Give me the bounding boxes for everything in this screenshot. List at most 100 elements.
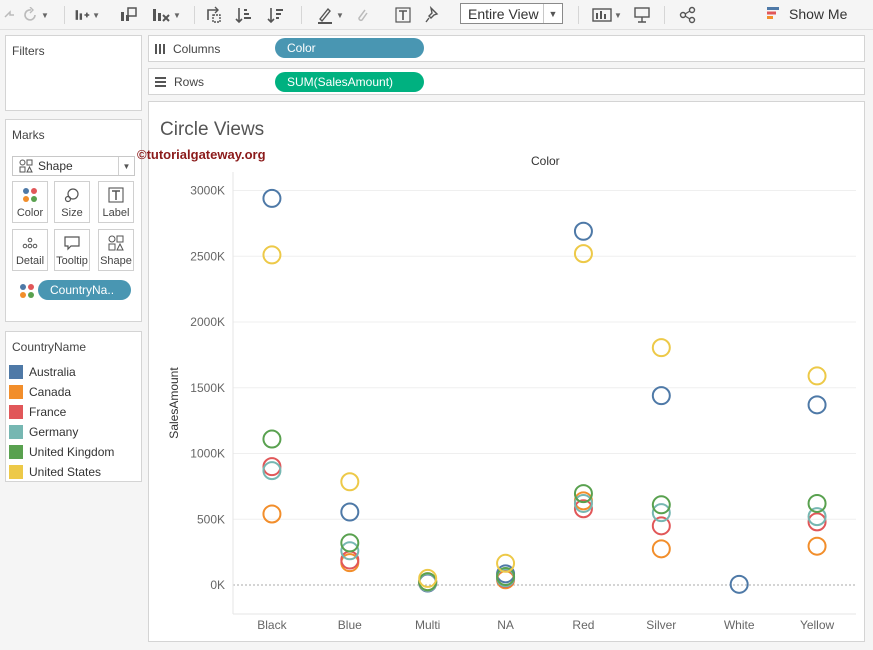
pin-icon[interactable] (423, 5, 443, 25)
size-button[interactable]: Size (54, 181, 90, 223)
size-button-label: Size (61, 207, 83, 219)
data-point (573, 493, 593, 513)
tooltip-button[interactable]: Tooltip (54, 229, 90, 271)
shape-button[interactable]: Shape (98, 229, 134, 271)
data-point (262, 188, 282, 208)
sort-descending-icon[interactable] (265, 5, 287, 25)
legend-item[interactable]: Australia (9, 364, 76, 380)
data-point (651, 516, 671, 536)
fit-dropdown-value: Entire View (468, 5, 539, 22)
legend-item[interactable]: France (9, 404, 66, 420)
presentation-mode-icon[interactable] (632, 5, 652, 25)
y-axis-title: SalesAmount (167, 367, 181, 439)
color-dots-icon (13, 187, 47, 203)
legend-item[interactable]: United Kingdom (9, 444, 114, 460)
chart: 0K 500K 1000K 1500K 2000K 2500K 3000K SalesAmou… (167, 172, 856, 632)
data-point (651, 539, 671, 559)
legend-swatch (9, 445, 23, 459)
duplicate-sheet-icon[interactable] (117, 5, 139, 25)
detail-button[interactable]: Detail (12, 229, 48, 271)
fit-dropdown[interactable]: Entire View ▼ (460, 3, 563, 24)
legend-swatch (9, 465, 23, 479)
label-t-icon (99, 187, 133, 203)
shape-button-label: Shape (100, 255, 132, 267)
legend-item[interactable]: Canada (9, 384, 71, 400)
data-point (418, 568, 438, 588)
data-point (729, 574, 749, 594)
data-point (496, 566, 516, 586)
clear-sheet-icon[interactable]: ▼ (148, 5, 184, 25)
data-point (651, 495, 671, 515)
data-point (262, 457, 282, 477)
data-point (807, 512, 827, 532)
show-me-button[interactable]: Show Me (767, 5, 847, 23)
revert-icon[interactable]: ▼ (20, 5, 50, 25)
x-category-label: White (724, 618, 755, 632)
columns-pill-color[interactable]: Color (275, 38, 424, 58)
rows-shelf-label: Rows (155, 69, 204, 94)
data-point (573, 499, 593, 519)
redo-arrow-icon[interactable] (2, 5, 16, 25)
filters-card[interactable]: Filters (5, 35, 142, 111)
data-point (262, 245, 282, 265)
data-point (651, 503, 671, 523)
share-icon[interactable] (678, 5, 698, 25)
show-me-label: Show Me (789, 6, 848, 22)
swap-rows-columns-icon[interactable] (203, 5, 225, 25)
legend-swatch (9, 385, 23, 399)
x-category-label: Silver (646, 618, 676, 632)
column-header: Color (531, 154, 560, 168)
data-point (340, 533, 360, 553)
highlight-icon[interactable]: ▼ (313, 5, 347, 25)
legend-item-label: United States (29, 465, 102, 479)
y-tick-label: 1000K (190, 447, 225, 461)
viz-area: Circle Views ©tutorialgateway.org Color … (137, 101, 865, 642)
data-point (651, 338, 671, 358)
show-cards-icon[interactable]: ▼ (590, 5, 624, 25)
label-button[interactable]: Label (98, 181, 134, 223)
color-dots-icon (19, 283, 35, 299)
data-point (651, 386, 671, 406)
tooltip-button-label: Tooltip (56, 255, 88, 267)
detail-button-label: Detail (15, 255, 45, 267)
sort-ascending-icon[interactable] (233, 5, 255, 25)
data-point (340, 502, 360, 522)
columns-icon (155, 43, 165, 54)
group-paperclip-icon[interactable] (352, 5, 372, 25)
legend-item-label: United Kingdom (29, 445, 115, 459)
legend-item-label: Germany (29, 425, 79, 439)
show-labels-icon[interactable] (393, 5, 413, 25)
color-field-pill[interactable]: CountryNa.. (38, 280, 131, 300)
rows-shelf: Rows SUM(SalesAmount) (148, 68, 865, 95)
y-tick-label: 2500K (190, 249, 225, 263)
tooltip-bubble-icon (55, 235, 89, 251)
size-icon (55, 187, 89, 203)
data-point (807, 536, 827, 556)
color-field-pill-label: CountryNa.. (50, 283, 115, 297)
x-category-label: Multi (415, 618, 440, 632)
rows-icon (155, 76, 166, 87)
marks-card: Marks Shape ▼ Color Size Label Detail (5, 119, 142, 322)
legend-swatch (9, 365, 23, 379)
mark-type-dropdown[interactable]: Shape ▼ (12, 156, 135, 176)
y-tick-label: 1500K (190, 381, 225, 395)
rows-pill-sum-salesamount[interactable]: SUM(SalesAmount) (275, 72, 424, 92)
shape-grid-icon (19, 159, 33, 173)
y-tick-label: 0K (210, 578, 225, 592)
data-point (807, 366, 827, 386)
color-button[interactable]: Color (12, 181, 48, 223)
data-point (340, 541, 360, 561)
data-point (496, 553, 516, 573)
x-category-label: Blue (338, 618, 362, 632)
shape-grid-icon (99, 235, 133, 251)
filters-title: Filters (12, 44, 45, 58)
x-category-label: Red (572, 618, 594, 632)
new-worksheet-icon[interactable]: ▼ (74, 5, 100, 25)
marks-title: Marks (12, 128, 45, 142)
x-category-label: Black (257, 618, 287, 632)
watermark: ©tutorialgateway.org (137, 147, 266, 162)
legend-item[interactable]: Germany (9, 424, 78, 440)
data-point (262, 429, 282, 449)
legend-item[interactable]: United States (9, 464, 101, 480)
viz-title: Circle Views (160, 119, 265, 140)
